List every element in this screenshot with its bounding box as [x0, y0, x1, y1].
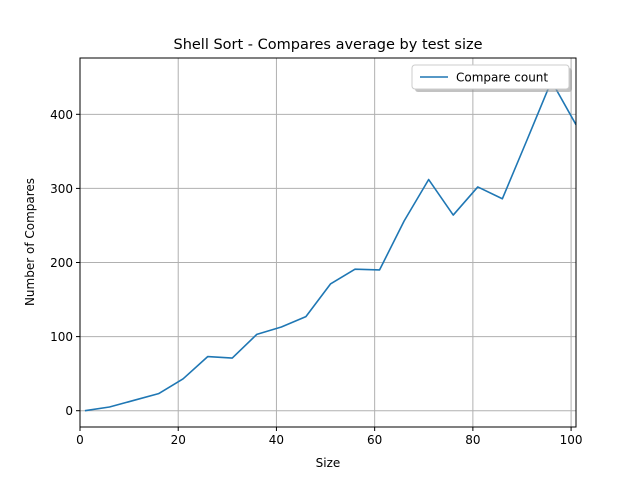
y-tick-label: 400: [50, 108, 73, 122]
series-line-0: [84, 80, 576, 412]
x-tick-label: 100: [560, 433, 583, 447]
y-tick-label: 300: [50, 182, 73, 196]
x-axis-ticks: 0 20 40 60 80 100: [76, 427, 583, 447]
x-tick-label: 80: [465, 433, 480, 447]
legend-label: Compare count: [456, 71, 548, 85]
y-tick-label: 100: [50, 330, 73, 344]
y-axis-ticks: 0 100 200 300 400: [50, 108, 80, 418]
legend-box: [411, 64, 570, 90]
x-tick-label: 20: [171, 433, 186, 447]
y-axis-label: Number of Compares: [23, 178, 37, 306]
y-tick-label: 0: [65, 404, 73, 418]
chart-title: Shell Sort - Compares average by test si…: [173, 37, 482, 53]
legend: Compare count: [411, 64, 572, 92]
plot-area: [84, 80, 576, 412]
x-tick-label: 40: [269, 433, 284, 447]
x-tick-label: 60: [367, 433, 382, 447]
series-group: [84, 80, 576, 412]
x-tick-label: 0: [76, 433, 84, 447]
x-axis-label: Size: [316, 456, 341, 470]
grid: [79, 58, 576, 427]
y-tick-label: 200: [50, 256, 73, 270]
axes-frame: [79, 57, 577, 428]
